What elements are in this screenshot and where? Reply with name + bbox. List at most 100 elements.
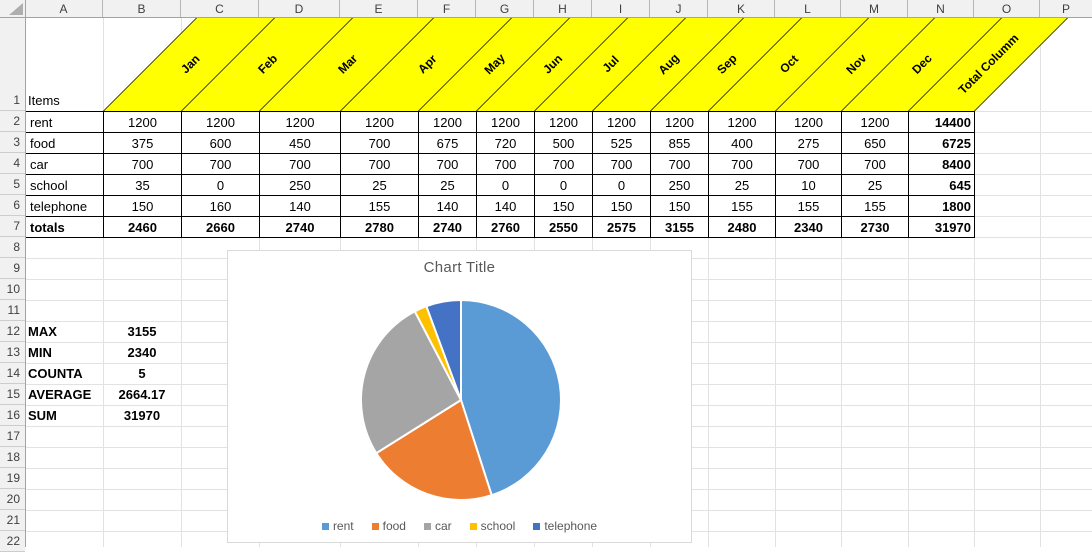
cell-C3[interactable]: 600 [181, 132, 260, 154]
cell-K4[interactable]: 700 [708, 153, 776, 175]
pie-slice-telephone[interactable] [425, 299, 462, 401]
cell-L2[interactable]: 1200 [775, 111, 842, 133]
row-header-5[interactable]: 5 [0, 174, 25, 195]
cell-F5[interactable]: 25 [418, 174, 477, 196]
cell-D2[interactable]: 1200 [259, 111, 341, 133]
cell-E5[interactable]: 25 [340, 174, 419, 196]
cell-E7[interactable]: 2780 [340, 216, 419, 238]
column-header-G[interactable]: G [476, 0, 534, 17]
column-header-I[interactable]: I [592, 0, 650, 17]
legend-item-food[interactable]: food [371, 520, 406, 532]
cell-J7[interactable]: 3155 [650, 216, 709, 238]
cell-A1-items-header[interactable]: Items [28, 93, 60, 108]
cell-L7[interactable]: 2340 [775, 216, 842, 238]
stat-label-average[interactable]: AVERAGE [28, 387, 92, 402]
cell-B3[interactable]: 375 [103, 132, 182, 154]
cell-H7[interactable]: 2550 [534, 216, 593, 238]
pie-plot-area[interactable] [351, 290, 571, 510]
cell-H2[interactable]: 1200 [534, 111, 593, 133]
cell-J5[interactable]: 250 [650, 174, 709, 196]
column-header-O[interactable]: O [974, 0, 1040, 17]
column-header-J[interactable]: J [650, 0, 708, 17]
row-header-21[interactable]: 21 [0, 510, 25, 531]
row-header-17[interactable]: 17 [0, 426, 25, 447]
chart-title[interactable]: Chart Title [423, 259, 496, 276]
pie-slice-food[interactable] [375, 399, 493, 501]
row-header-18[interactable]: 18 [0, 447, 25, 468]
legend-item-school[interactable]: school [469, 520, 515, 532]
select-all-corner[interactable] [0, 0, 25, 17]
cell-H5[interactable]: 0 [534, 174, 593, 196]
cell-G4[interactable]: 700 [476, 153, 535, 175]
cell-F6[interactable]: 140 [418, 195, 477, 217]
stat-value-sum[interactable]: 31970 [123, 408, 161, 423]
cell-G2[interactable]: 1200 [476, 111, 535, 133]
column-header-N[interactable]: N [908, 0, 974, 17]
cell-B6[interactable]: 150 [103, 195, 182, 217]
cell-G5[interactable]: 0 [476, 174, 535, 196]
stat-label-sum[interactable]: SUM [28, 408, 57, 423]
pie-chart[interactable]: Chart Title rent food car school telephone [227, 250, 692, 543]
cell-L6[interactable]: 155 [775, 195, 842, 217]
column-header-K[interactable]: K [708, 0, 775, 17]
cell-I2[interactable]: 1200 [592, 111, 651, 133]
column-header-A[interactable]: A [25, 0, 103, 17]
cell-I5[interactable]: 0 [592, 174, 651, 196]
cell-H3[interactable]: 500 [534, 132, 593, 154]
row-header-4[interactable]: 4 [0, 153, 25, 174]
column-header-D[interactable]: D [259, 0, 340, 17]
cell-A2-rent[interactable]: rent [25, 111, 104, 133]
cell-N2-total[interactable]: 14400 [908, 111, 975, 133]
row-header-3[interactable]: 3 [0, 132, 25, 153]
cell-N4-total[interactable]: 8400 [908, 153, 975, 175]
cell-D4[interactable]: 700 [259, 153, 341, 175]
legend-item-telephone[interactable]: telephone [533, 520, 597, 532]
cell-K3[interactable]: 400 [708, 132, 776, 154]
cell-J4[interactable]: 700 [650, 153, 709, 175]
cell-K2[interactable]: 1200 [708, 111, 776, 133]
pie-slice-rent[interactable] [460, 299, 563, 497]
cell-M6[interactable]: 155 [841, 195, 909, 217]
column-header-M[interactable]: M [841, 0, 908, 17]
cell-D6[interactable]: 140 [259, 195, 341, 217]
stat-label-counta[interactable]: COUNTA [28, 366, 83, 381]
column-header-E[interactable]: E [340, 0, 418, 17]
cell-E2[interactable]: 1200 [340, 111, 419, 133]
cell-N3-total[interactable]: 6725 [908, 132, 975, 154]
cell-N6-total[interactable]: 1800 [908, 195, 975, 217]
cell-D5[interactable]: 250 [259, 174, 341, 196]
cell-M2[interactable]: 1200 [841, 111, 909, 133]
stat-value-max[interactable]: 3155 [127, 324, 157, 339]
cell-I6[interactable]: 150 [592, 195, 651, 217]
cell-E4[interactable]: 700 [340, 153, 419, 175]
cell-B7[interactable]: 2460 [103, 216, 182, 238]
cell-J3[interactable]: 855 [650, 132, 709, 154]
cell-A6-telephone[interactable]: telephone [25, 195, 104, 217]
column-header-L[interactable]: L [775, 0, 841, 17]
cell-G6[interactable]: 140 [476, 195, 535, 217]
row-header-22[interactable]: 22 [0, 531, 25, 552]
row-header-8[interactable]: 8 [0, 237, 25, 258]
cell-F7[interactable]: 2740 [418, 216, 477, 238]
column-header-B[interactable]: B [103, 0, 181, 17]
cell-F2[interactable]: 1200 [418, 111, 477, 133]
cell-D7[interactable]: 2740 [259, 216, 341, 238]
cell-C5[interactable]: 0 [181, 174, 260, 196]
cell-M4[interactable]: 700 [841, 153, 909, 175]
cell-A5-school[interactable]: school [25, 174, 104, 196]
cell-M5[interactable]: 25 [841, 174, 909, 196]
column-header-P[interactable]: P [1040, 0, 1092, 17]
row-header-6[interactable]: 6 [0, 195, 25, 216]
row-header-1[interactable]: 1 [0, 17, 25, 111]
cell-C2[interactable]: 1200 [181, 111, 260, 133]
cell-L5[interactable]: 10 [775, 174, 842, 196]
row-header-13[interactable]: 13 [0, 342, 25, 363]
cell-K7[interactable]: 2480 [708, 216, 776, 238]
cell-L4[interactable]: 700 [775, 153, 842, 175]
row-header-14[interactable]: 14 [0, 363, 25, 384]
row-header-7[interactable]: 7 [0, 216, 25, 237]
row-header-11[interactable]: 11 [0, 300, 25, 321]
cell-B5[interactable]: 35 [103, 174, 182, 196]
cell-D3[interactable]: 450 [259, 132, 341, 154]
cell-A4-car[interactable]: car [25, 153, 104, 175]
